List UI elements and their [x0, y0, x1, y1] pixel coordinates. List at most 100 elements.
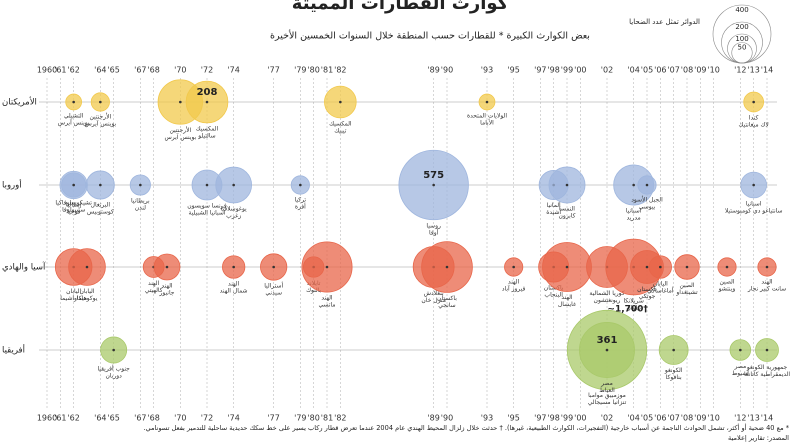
- bubble-center: [685, 265, 689, 269]
- place-label: بيوسي: [639, 204, 656, 211]
- place-label: ماتسي: [318, 302, 335, 309]
- x-tick-label: '00: [574, 66, 586, 75]
- bubble-center: [339, 100, 342, 104]
- x-tick-label: '98: [547, 66, 559, 75]
- bubble-center: [299, 183, 302, 187]
- x-tick-label: '82: [334, 66, 346, 75]
- x-tick-label: '67: [134, 66, 146, 75]
- place-label: سيدني: [265, 290, 282, 297]
- bubble-center: [605, 348, 609, 352]
- place-label: الصين: [679, 282, 694, 289]
- place-label: سريلانكا: [623, 297, 643, 304]
- place-label: أسيوط: [732, 369, 749, 377]
- place-label: أشيدة: [546, 208, 561, 216]
- x-tick-label: '65: [107, 66, 119, 75]
- annotation: ~1,700†: [607, 305, 648, 315]
- place-label: ألمانيا: [547, 201, 561, 209]
- place-label: تركيا: [295, 197, 307, 204]
- x-tick-label: '08: [681, 66, 693, 75]
- place-label: الهند: [228, 281, 240, 288]
- value-label: 575: [423, 170, 444, 181]
- bubble-center: [565, 183, 569, 187]
- x-tick-label: '79: [294, 414, 306, 423]
- bubble-center: [112, 348, 115, 352]
- x-tick-label: '06: [654, 414, 666, 423]
- place-label: العياط: [599, 387, 615, 394]
- place-label: الهند: [321, 295, 333, 302]
- place-label: الديمقراطية كاتانغا: [744, 371, 790, 378]
- x-tick-label: '14: [761, 66, 773, 75]
- place-label: الأباما: [480, 118, 494, 126]
- x-tick-label: '10: [707, 414, 719, 423]
- place-label: الأرجنتين: [89, 113, 111, 121]
- place-label: مصر: [733, 363, 746, 370]
- place-label: الهند: [761, 279, 773, 286]
- x-tick-label: '74: [227, 414, 239, 423]
- bubble-center: [99, 100, 102, 104]
- legend-caption: الدوائر تمثل عدد الضحايا: [629, 18, 700, 26]
- place-label: يوكوهاما: [77, 295, 98, 302]
- bubble-center: [739, 348, 742, 352]
- x-tick-label: '95: [507, 414, 519, 423]
- footnote: * مع 40 ضحية أو أكثر، تشمل الحوادث الناج…: [143, 423, 789, 432]
- place-label: أفرة: [295, 203, 306, 211]
- place-label: تيبيك: [334, 127, 346, 134]
- place-label: ستيبولوفا: [62, 207, 85, 214]
- place-label: المكسيك: [196, 125, 219, 132]
- bubble-center: [139, 183, 142, 187]
- place-label: تشيكوسلوفاكيا: [55, 200, 92, 207]
- x-tick-label: '62: [67, 66, 79, 75]
- x-tick-label: '02: [601, 66, 613, 75]
- bubble-center: [752, 183, 755, 187]
- place-label: بريطانيا: [131, 198, 150, 205]
- x-tick-label: '90: [441, 414, 453, 423]
- place-label: فرنسا سويسون: [187, 202, 227, 209]
- place-label: تنزانيا مسيجالي: [588, 399, 627, 406]
- bubble-center: [765, 265, 769, 269]
- place-label: يوغوسلافيا: [221, 205, 247, 212]
- place-label: روسيا: [426, 222, 441, 229]
- x-tick-label: '07: [667, 66, 679, 75]
- place-label: باكستان: [637, 286, 657, 293]
- bubble-center: [725, 265, 729, 269]
- place-label: بالتوك: [306, 287, 322, 294]
- x-tick-label: '64: [94, 414, 106, 423]
- x-tick-label: '70: [174, 66, 186, 75]
- place-label: تيلوان: [626, 304, 641, 311]
- x-tick-label: '61: [54, 66, 66, 75]
- place-label: وينتشو: [718, 286, 736, 293]
- x-tick-label: '05: [641, 414, 653, 423]
- x-tick-label: '07: [667, 414, 679, 423]
- place-label: اليابان: [66, 288, 81, 295]
- x-tick-label: '65: [107, 414, 119, 423]
- bubble-center: [179, 100, 182, 104]
- x-tick-label: '10: [707, 66, 719, 75]
- x-tick-label: '81: [321, 66, 333, 75]
- bubble-center: [72, 183, 75, 187]
- x-tick-label: '09: [694, 414, 706, 423]
- place-label: ريونغتشون: [594, 297, 621, 304]
- legend-circle: [731, 42, 753, 64]
- x-tick-label: '70: [174, 414, 186, 423]
- bubble-center: [752, 100, 755, 104]
- bubble-center: [232, 265, 235, 269]
- x-tick-label: '93: [481, 414, 493, 423]
- x-tick-label: '62: [67, 414, 79, 423]
- bubble-center: [645, 265, 649, 269]
- place-label: جنوب أفريقيا: [97, 365, 130, 373]
- x-tick-label: '99: [561, 66, 573, 75]
- place-label: البنجاب: [544, 292, 563, 299]
- bubble-center: [512, 265, 515, 269]
- x-tick-label: '02: [601, 414, 613, 423]
- place-label: مدريد: [627, 215, 641, 222]
- x-tick-label: '93: [481, 66, 493, 75]
- x-tick-label: '97: [534, 414, 546, 423]
- x-tick-label: '98: [547, 414, 559, 423]
- place-label: منزل خان: [421, 297, 446, 304]
- chart-title: كوارث القطارات المميتة: [292, 0, 509, 14]
- bubble-center: [205, 100, 209, 104]
- place-label: الهند: [148, 280, 160, 287]
- place-label: غايسال: [558, 301, 576, 308]
- x-tick-label: '67: [134, 414, 146, 423]
- legend-size-label: 200: [735, 23, 748, 31]
